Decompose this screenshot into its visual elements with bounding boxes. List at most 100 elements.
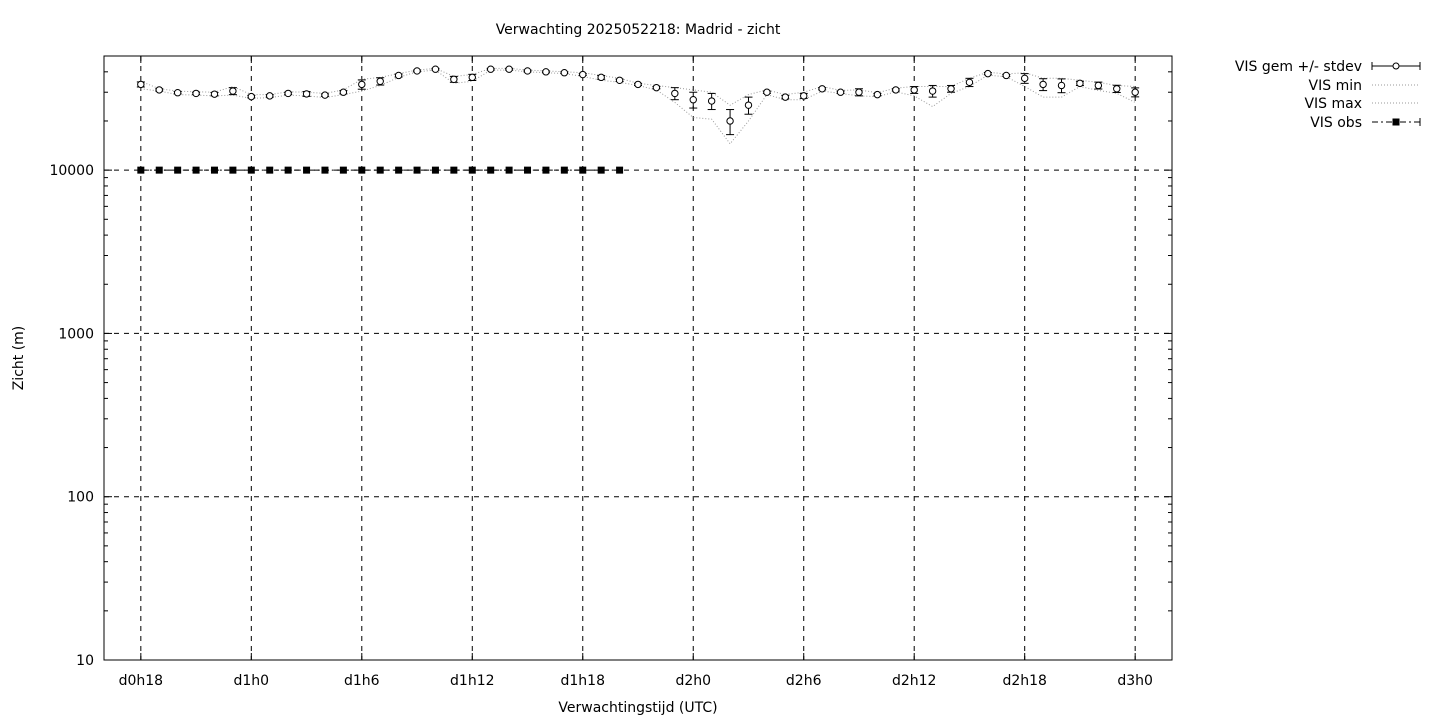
vis-mean-point xyxy=(634,80,642,89)
x-tick-label: d1h12 xyxy=(450,673,494,689)
vis-obs-point xyxy=(450,166,458,174)
vis-mean-point xyxy=(468,73,476,82)
vis-mean-point xyxy=(836,88,845,96)
vis-mean-errorbar xyxy=(634,80,642,89)
vis-mean-errorbar xyxy=(707,92,716,111)
vis-mean-errorbar xyxy=(505,65,514,73)
x-tick-label: d2h18 xyxy=(1002,673,1046,689)
x-tick-label: d2h12 xyxy=(892,673,936,689)
vis-mean-errorbar xyxy=(560,69,569,77)
vis-mean-point xyxy=(137,80,145,89)
vis-mean-errorbar xyxy=(597,73,606,82)
vis-mean-point xyxy=(855,88,863,96)
vis-mean-errorbar xyxy=(689,91,698,109)
x-tick-label: d3h0 xyxy=(1117,673,1153,689)
vis-mean-errorbar xyxy=(1039,78,1048,92)
plot-frame xyxy=(103,55,1173,661)
vis-mean-errorbar xyxy=(781,93,790,101)
vis-mean-errorbar xyxy=(413,67,422,75)
vis-mean-point xyxy=(984,69,992,78)
vis-mean-point xyxy=(339,88,348,96)
vis-mean-point xyxy=(321,91,329,99)
y-tick-label: 1000 xyxy=(58,326,94,342)
vis-mean-point xyxy=(431,65,440,73)
x-tick-label: d1h6 xyxy=(344,673,380,689)
vis-obs-point xyxy=(192,166,200,174)
vis-mean-errorbar xyxy=(357,79,366,90)
vis-obs-point xyxy=(413,166,421,174)
vis-mean-point xyxy=(192,89,200,98)
vis-mean-point xyxy=(800,92,808,100)
vis-mean-errorbar xyxy=(1020,73,1029,84)
vis-mean-errorbar xyxy=(284,89,293,98)
vis-mean-point xyxy=(358,80,366,89)
x-tick-labels: d0h18 d1h0 d1h6 d1h12 d1h18 d2h0 d2h6 d2h12 d2h1… xyxy=(119,673,1153,689)
vis-obs-point xyxy=(560,166,568,174)
vis-mean-point xyxy=(744,101,753,109)
vis-mean-point xyxy=(965,78,974,87)
vis-mean-errorbar xyxy=(615,76,624,84)
vis-mean-point xyxy=(302,90,311,98)
vis-mean-point xyxy=(892,86,900,94)
vis-mean-point xyxy=(579,70,587,79)
vis-mean-errorbar xyxy=(339,88,348,96)
vis-mean-errorbar xyxy=(744,96,753,115)
y-tick-label: 100 xyxy=(67,490,94,506)
vis-obs-point xyxy=(137,166,145,174)
vis-mean-errorbar xyxy=(136,80,145,89)
vis-mean-errorbar xyxy=(228,87,237,96)
vis-mean-errorbar xyxy=(947,84,956,93)
vis-mean-point xyxy=(229,87,237,95)
vis-mean-point xyxy=(781,93,790,101)
vis-mean-point xyxy=(1002,71,1010,80)
vis-obs-point xyxy=(339,166,347,174)
vis-mean-point xyxy=(615,76,624,84)
vis-mean-point xyxy=(818,85,826,93)
legend-sample-square xyxy=(1392,118,1400,126)
series-layer xyxy=(136,65,1140,174)
vis-mean-errorbar xyxy=(965,77,974,88)
vis-obs-point xyxy=(542,166,550,174)
x-tick-label: d2h0 xyxy=(675,673,711,689)
legend-label: VIS obs xyxy=(1310,115,1362,131)
vis-mean-errorbar xyxy=(928,84,937,98)
vis-mean-errorbar xyxy=(652,83,661,92)
vis-mean-errorbar xyxy=(799,92,808,100)
vis-mean-point xyxy=(523,67,532,75)
vis-mean-errorbar xyxy=(1131,87,1140,98)
vis-obs-point xyxy=(505,166,513,174)
vis-mean-errorbar xyxy=(468,73,477,82)
vis-mean-point xyxy=(763,88,771,96)
vis-mean-point xyxy=(689,95,697,104)
vis-obs-point xyxy=(284,166,292,174)
vis-mean-errorbar xyxy=(247,92,256,101)
vis-mean-point xyxy=(560,69,569,77)
vis-mean-point xyxy=(486,65,495,73)
x-tick-label: d1h18 xyxy=(561,673,605,689)
vis-mean-errorbar xyxy=(449,75,458,83)
vis-obs-point xyxy=(616,166,624,174)
vis-mean-point xyxy=(652,83,661,92)
vis-mean-point xyxy=(376,77,384,85)
vis-obs-point xyxy=(303,166,311,174)
vis-obs-point xyxy=(174,166,182,174)
vis-mean-point xyxy=(394,71,403,80)
vis-obs-point xyxy=(358,166,366,174)
vis-mean-point xyxy=(505,65,513,73)
vis-obs-point xyxy=(579,166,587,174)
vis-obs-point xyxy=(266,166,274,174)
vis-mean-errorbar xyxy=(192,89,201,98)
vis-mean-point xyxy=(1131,88,1139,96)
vis-mean-errorbar xyxy=(486,65,495,73)
vis-mean-errorbar xyxy=(1002,71,1011,80)
vis-mean-point xyxy=(266,92,274,100)
vis-mean-errorbar xyxy=(302,90,311,98)
vis-mean-point xyxy=(210,90,219,98)
vis-obs-point xyxy=(487,166,495,174)
vis-mean-errorbar xyxy=(173,88,182,97)
vis-mean-errorbar xyxy=(1057,78,1066,94)
vis-mean-errorbar xyxy=(210,90,219,98)
vis-mean-point xyxy=(947,85,955,93)
vis-mean-point xyxy=(928,87,937,95)
